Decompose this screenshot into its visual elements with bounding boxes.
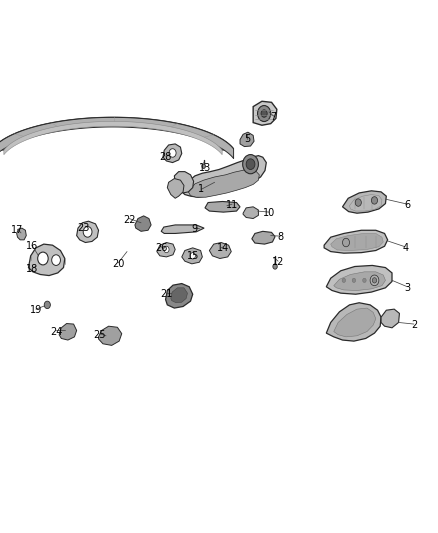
- Circle shape: [343, 238, 350, 247]
- Polygon shape: [188, 169, 259, 197]
- Polygon shape: [135, 216, 151, 231]
- Polygon shape: [334, 272, 385, 290]
- Text: 26: 26: [155, 243, 167, 253]
- Circle shape: [202, 164, 205, 168]
- Text: 18: 18: [26, 264, 38, 274]
- Polygon shape: [157, 243, 175, 257]
- Text: 7: 7: [271, 112, 277, 122]
- Polygon shape: [324, 230, 388, 253]
- Text: 24: 24: [50, 327, 62, 336]
- Circle shape: [169, 149, 176, 157]
- Polygon shape: [240, 132, 254, 147]
- Polygon shape: [343, 191, 386, 213]
- Polygon shape: [161, 225, 204, 233]
- Polygon shape: [77, 221, 99, 243]
- Text: 21: 21: [160, 289, 173, 299]
- Polygon shape: [4, 122, 222, 155]
- Polygon shape: [59, 324, 77, 340]
- Text: 3: 3: [404, 283, 410, 293]
- Circle shape: [258, 106, 271, 122]
- Circle shape: [164, 246, 169, 253]
- Circle shape: [342, 278, 346, 282]
- Polygon shape: [183, 156, 266, 197]
- Text: 17: 17: [11, 225, 24, 235]
- Circle shape: [52, 255, 60, 265]
- Polygon shape: [28, 244, 65, 276]
- Text: 6: 6: [404, 200, 410, 210]
- Polygon shape: [166, 284, 193, 308]
- Circle shape: [363, 278, 366, 282]
- Text: 2: 2: [411, 320, 417, 330]
- Text: 12: 12: [272, 257, 284, 267]
- Text: 8: 8: [277, 232, 283, 242]
- Polygon shape: [17, 228, 26, 240]
- Circle shape: [355, 199, 361, 206]
- Circle shape: [246, 159, 255, 169]
- Text: 10: 10: [263, 208, 276, 218]
- Polygon shape: [334, 308, 376, 337]
- Circle shape: [38, 252, 48, 265]
- Circle shape: [372, 278, 377, 283]
- Polygon shape: [163, 144, 182, 163]
- Polygon shape: [205, 201, 240, 212]
- Polygon shape: [167, 179, 184, 198]
- Text: 15: 15: [187, 251, 199, 261]
- Polygon shape: [174, 172, 194, 193]
- Text: 23: 23: [77, 223, 89, 233]
- Circle shape: [83, 227, 92, 237]
- Text: 4: 4: [402, 243, 408, 253]
- Text: 25: 25: [94, 330, 106, 340]
- Circle shape: [371, 197, 378, 204]
- Polygon shape: [326, 265, 392, 294]
- Polygon shape: [243, 207, 258, 219]
- Circle shape: [190, 253, 195, 259]
- Circle shape: [261, 110, 267, 117]
- Circle shape: [370, 275, 379, 286]
- Text: 5: 5: [244, 134, 251, 143]
- Polygon shape: [253, 101, 277, 125]
- Circle shape: [273, 264, 277, 269]
- Polygon shape: [0, 117, 233, 150]
- Text: 16: 16: [26, 241, 38, 251]
- Text: 19: 19: [30, 305, 42, 315]
- Text: 20: 20: [112, 259, 124, 269]
- Polygon shape: [381, 309, 399, 328]
- Text: 9: 9: [192, 224, 198, 234]
- Text: 14: 14: [217, 243, 230, 253]
- Text: 1: 1: [198, 184, 205, 194]
- Circle shape: [243, 155, 258, 174]
- Polygon shape: [252, 231, 275, 244]
- Text: 11: 11: [226, 200, 238, 210]
- Text: 28: 28: [159, 152, 172, 162]
- Polygon shape: [0, 117, 233, 158]
- Polygon shape: [99, 326, 122, 345]
- Circle shape: [352, 278, 356, 282]
- Polygon shape: [331, 233, 383, 251]
- Circle shape: [44, 301, 50, 309]
- Text: 13: 13: [199, 163, 211, 173]
- Polygon shape: [171, 288, 187, 303]
- Polygon shape: [326, 303, 381, 341]
- Polygon shape: [182, 248, 202, 264]
- Text: 22: 22: [123, 215, 135, 224]
- Polygon shape: [209, 243, 231, 259]
